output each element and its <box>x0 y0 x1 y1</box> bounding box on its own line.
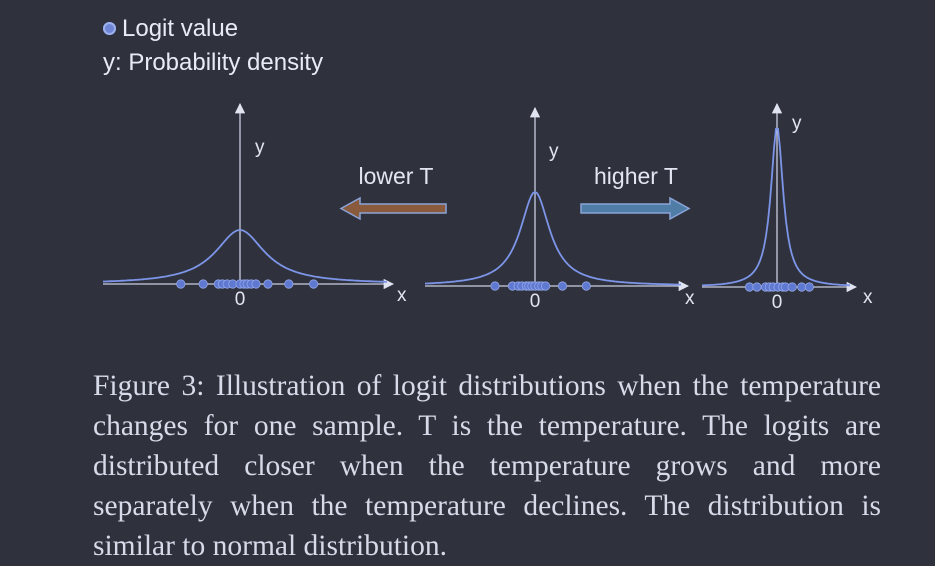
higher-t-arrow: higher T <box>580 163 691 221</box>
lower-t-label: lower T <box>359 163 434 189</box>
higher-t-label: higher T <box>594 163 678 189</box>
logit-point <box>581 281 591 291</box>
logit-point <box>284 279 294 289</box>
logit-point <box>797 282 807 292</box>
distribution-plot-3: y 0 x <box>701 102 873 313</box>
legend-y-row: y: Probability density <box>103 46 323 80</box>
logit-point <box>540 281 551 291</box>
density-curve <box>425 190 681 286</box>
origin-label: 0 <box>530 291 541 312</box>
legend-logit-label: Logit value <box>122 15 239 42</box>
distribution-plot-1: y 0 x <box>103 102 407 310</box>
legend-logit-row: Logit value <box>103 12 323 46</box>
distribution-plots: y 0 x y 0 x y 0 x <box>103 102 873 313</box>
legend: Logit value y: Probability density <box>103 12 323 80</box>
x-axis-label: x <box>397 285 407 306</box>
logit-distribution-figure: y 0 x y 0 x y 0 x lower T higher T <box>103 102 873 313</box>
density-curve <box>103 229 387 283</box>
logit-point <box>176 279 186 289</box>
logit-point <box>752 282 762 292</box>
x-axis-label: x <box>863 287 873 308</box>
origin-label: 0 <box>772 292 783 313</box>
logit-dot-icon <box>103 22 116 35</box>
legend-y-label: y: Probability density <box>103 49 324 76</box>
logit-point <box>251 279 261 289</box>
lower-t-arrow: lower T <box>339 163 447 221</box>
x-axis-label: x <box>685 288 695 309</box>
higher-t-arrow-shape <box>580 196 691 221</box>
logit-point <box>804 282 814 292</box>
logit-point <box>787 282 797 292</box>
logit-point <box>198 279 208 289</box>
lower-t-arrow-shape <box>339 196 447 221</box>
distribution-plot-2: y 0 x <box>425 106 695 312</box>
y-axis-label: y <box>792 113 802 134</box>
logit-point <box>308 279 319 289</box>
logit-point <box>263 279 273 289</box>
y-axis-label: y <box>549 141 559 162</box>
logit-point <box>557 281 568 291</box>
density-curve <box>701 127 851 287</box>
logit-point <box>490 281 500 291</box>
origin-label: 0 <box>235 289 246 310</box>
figure-caption: Figure 3: Illustration of logit distribu… <box>93 370 881 562</box>
y-axis-label: y <box>255 137 265 158</box>
